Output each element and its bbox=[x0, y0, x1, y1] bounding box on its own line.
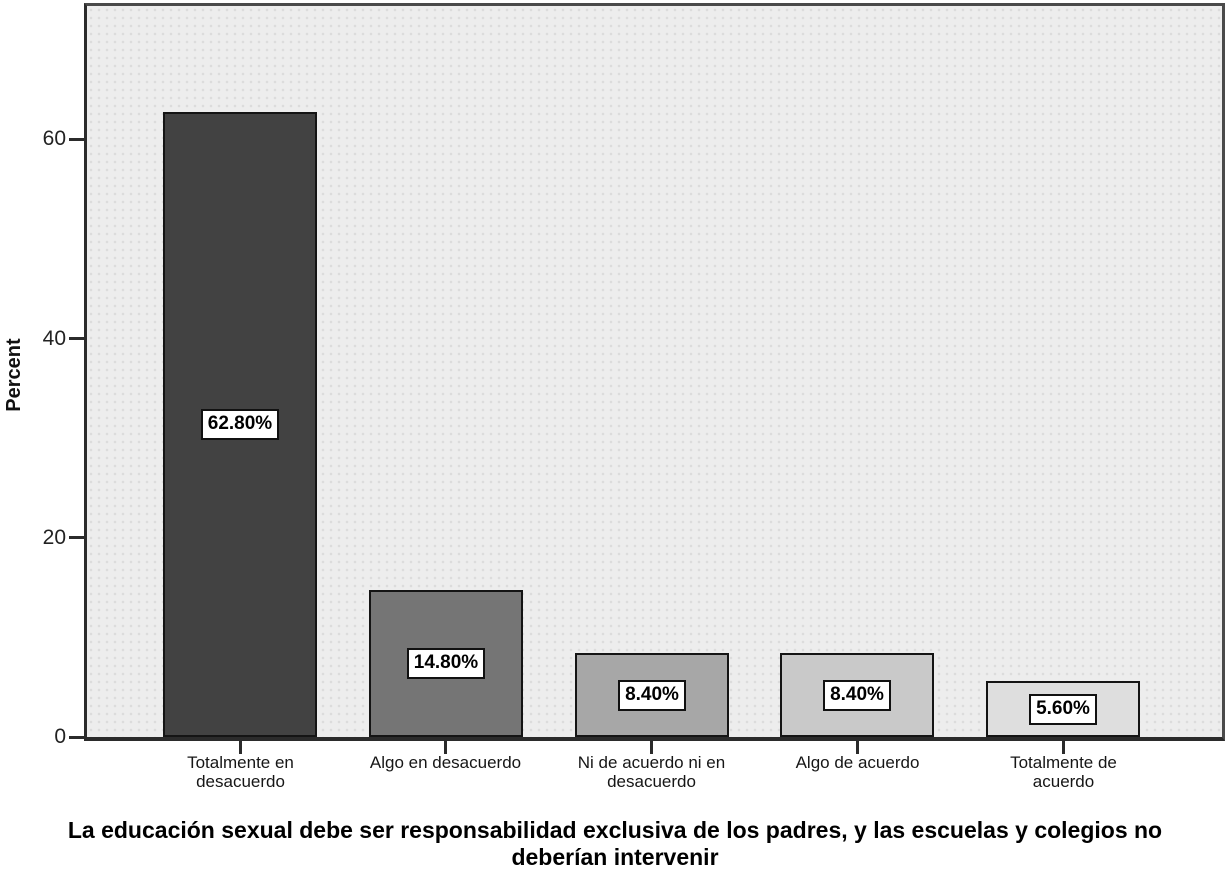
y-tick-mark bbox=[69, 536, 84, 539]
x-tick-mark bbox=[239, 741, 242, 754]
x-axis-variable-title-text: La educación sexual debe ser responsabil… bbox=[67, 817, 1163, 870]
y-tick-mark bbox=[69, 337, 84, 340]
bar-1: 14.80% bbox=[369, 590, 523, 737]
x-category-label: Totalmente de acuerdo bbox=[1010, 753, 1117, 791]
bar-2: 8.40% bbox=[575, 653, 729, 737]
x-axis-variable-title: La educación sexual debe ser responsabil… bbox=[0, 817, 1230, 871]
y-tick-label: 40 bbox=[42, 327, 66, 350]
bar-4: 5.60% bbox=[986, 681, 1140, 737]
bar-0: 62.80% bbox=[163, 112, 317, 737]
bar-value-label: 8.40% bbox=[618, 679, 686, 711]
y-tick-label: 20 bbox=[42, 526, 66, 549]
bar-value-label: 14.80% bbox=[406, 648, 486, 679]
y-axis-title: Percent bbox=[3, 338, 25, 412]
plot-area: 62.80% 14.80% 8.40% 8.40% 5.60% bbox=[84, 3, 1225, 741]
y-tick-mark bbox=[69, 138, 84, 141]
x-tick-mark bbox=[856, 741, 859, 754]
x-tick-mark bbox=[444, 741, 447, 754]
x-category-label: Totalmente en desacuerdo bbox=[187, 753, 294, 791]
bar-3: 8.40% bbox=[780, 653, 934, 737]
x-category-label: Algo en desacuerdo bbox=[369, 753, 522, 772]
x-category-label: Algo de acuerdo bbox=[795, 753, 920, 772]
bar-value-label: 5.60% bbox=[1029, 693, 1097, 725]
bar-value-label: 8.40% bbox=[823, 679, 891, 711]
x-category-label: Ni de acuerdo ni en desacuerdo bbox=[577, 753, 726, 791]
x-tick-mark bbox=[650, 741, 653, 754]
x-tick-mark bbox=[1062, 741, 1065, 754]
y-tick-label: 60 bbox=[42, 127, 66, 150]
y-tick-label: 0 bbox=[54, 725, 66, 748]
bar-value-label: 62.80% bbox=[200, 409, 280, 440]
y-tick-mark bbox=[69, 736, 84, 739]
